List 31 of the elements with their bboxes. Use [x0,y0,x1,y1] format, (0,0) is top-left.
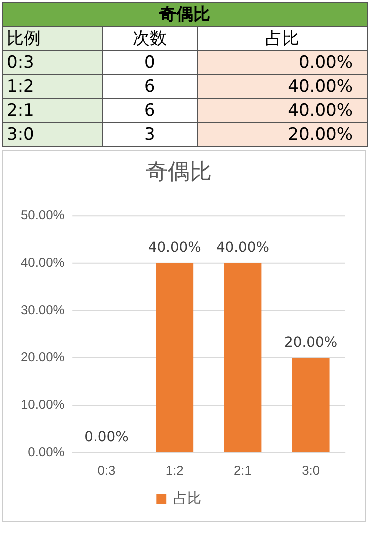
data-label: 20.00% [284,334,338,351]
x-tick-label: 1:2 [166,463,184,478]
data-label: 0.00% [198,50,368,74]
y-tick-label: 10.00% [20,396,66,412]
y-tick-label: 2:1 [2,98,102,122]
data-label: 6 [102,74,198,98]
x-tick-label: 0:3 [98,463,116,478]
data-label: 20.00% [198,122,368,146]
y-tick-label: 0:3 [2,50,102,74]
chart-title: 奇偶比 [2,2,368,26]
data-label: 40.00% [148,240,202,256]
data-label: 3 [102,122,198,146]
chart-title: 奇偶比 [146,160,212,185]
y-tick-label: 3:0 [2,122,102,146]
legend-label: 占比 [174,490,202,506]
data-label: 0 [102,50,198,74]
x-tick-label: 2:1 [234,463,252,478]
data-label: 40.00% [216,240,270,256]
x-tick-label: 次数 [102,26,198,50]
data-label: 6 [102,98,198,122]
data-label: 0.00% [84,429,129,446]
y-tick-label: 1:2 [2,74,102,98]
y-tick-label: 30.00% [20,302,66,318]
y-tick-label: 0.00% [28,444,66,460]
x-tick-label: 3:0 [302,463,320,478]
y-tick-label: 40.00% [20,254,66,270]
data-label: 40.00% [198,74,368,98]
y-tick-label: 50.00% [20,208,66,223]
y-tick-label: 20.00% [20,350,66,365]
y-axis-title: 比例 [2,26,102,50]
data-label: 40.00% [198,98,368,122]
